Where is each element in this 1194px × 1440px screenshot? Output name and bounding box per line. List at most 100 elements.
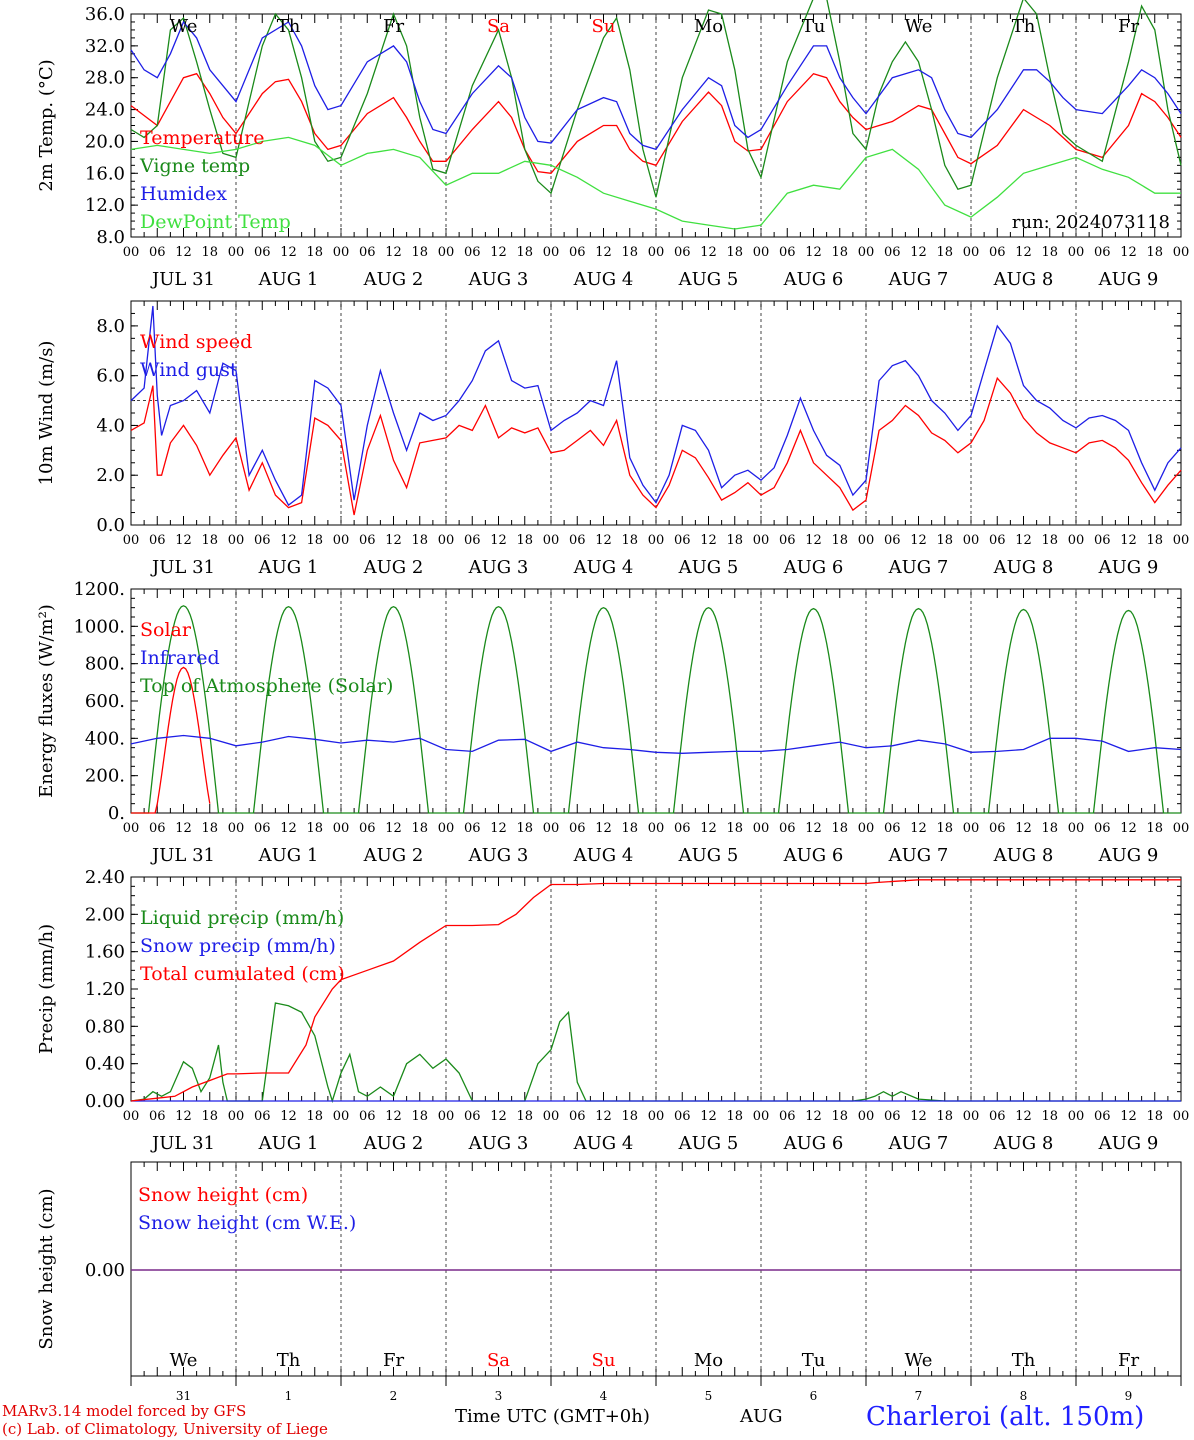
y-tick-label: 28.0 bbox=[85, 68, 125, 89]
hour-tick-label: 00 bbox=[228, 821, 245, 836]
date-label: AUG 7 bbox=[888, 1133, 949, 1154]
legend-entry: Vigne temp bbox=[139, 155, 250, 177]
hour-tick-label: 12 bbox=[175, 1109, 192, 1124]
hour-tick-label: 06 bbox=[359, 1109, 376, 1124]
hour-tick-label: 12 bbox=[490, 821, 507, 836]
hour-tick-label: 06 bbox=[359, 245, 376, 260]
y-tick-label: 8.0 bbox=[96, 316, 125, 337]
hour-tick-label: 00 bbox=[438, 1109, 455, 1124]
hour-tick-label: 12 bbox=[595, 245, 612, 260]
hour-tick-label: 00 bbox=[1068, 821, 1085, 836]
date-label: AUG 3 bbox=[468, 1133, 529, 1154]
hour-tick-label: 06 bbox=[149, 533, 166, 548]
panel-frame bbox=[130, 300, 1182, 526]
y-axis-label: 2m Temp. (°C) bbox=[36, 59, 57, 191]
legend-entry: Total cumulated (cm) bbox=[140, 963, 345, 985]
legend-entry: Solar bbox=[140, 619, 192, 641]
hour-tick-label: 06 bbox=[779, 245, 796, 260]
date-label: AUG 6 bbox=[783, 269, 844, 290]
hour-tick-label: 06 bbox=[254, 245, 271, 260]
day-name-label: We bbox=[170, 16, 198, 37]
hour-tick-label: 12 bbox=[280, 245, 297, 260]
date-label: AUG 9 bbox=[1098, 845, 1159, 866]
y-axis-label: 10m Wind (m/s) bbox=[36, 341, 57, 486]
hour-tick-label: 06 bbox=[779, 533, 796, 548]
hour-tick-label: 12 bbox=[1120, 245, 1137, 260]
legend-entry: Liquid precip (mm/h) bbox=[140, 907, 344, 929]
date-label: AUG 7 bbox=[888, 845, 949, 866]
date-label: AUG 8 bbox=[993, 845, 1054, 866]
hour-tick-label: 12 bbox=[595, 1109, 612, 1124]
y-tick-label: 1200. bbox=[73, 579, 125, 600]
day-number-label: 7 bbox=[915, 1389, 923, 1403]
hour-tick-label: 06 bbox=[1094, 1109, 1111, 1124]
date-label: JUL 31 bbox=[150, 269, 215, 290]
hour-tick-label: 18 bbox=[621, 533, 638, 548]
hour-tick-label: 00 bbox=[123, 821, 140, 836]
day-name-label: Th bbox=[1012, 1350, 1036, 1371]
date-label: AUG 9 bbox=[1098, 557, 1159, 578]
date-label: JUL 31 bbox=[150, 557, 215, 578]
y-tick-label: 32.0 bbox=[85, 36, 125, 57]
hour-tick-label: 00 bbox=[858, 533, 875, 548]
panel-2: 0.0 2.0 4.0 6.0 8.0 10m Wind (m/s) Wind speed W… bbox=[36, 300, 1189, 578]
panel-frame bbox=[130, 13, 1182, 238]
y-tick-label: 2.0 bbox=[96, 465, 125, 486]
hour-tick-label: 12 bbox=[490, 245, 507, 260]
hour-tick-label: 12 bbox=[805, 533, 822, 548]
hour-tick-label: 00 bbox=[753, 533, 770, 548]
legend-entry: Temperature bbox=[140, 127, 264, 149]
hour-tick-label: 12 bbox=[280, 1109, 297, 1124]
day-number-label: 1 bbox=[285, 1389, 293, 1403]
y-tick-label: 600. bbox=[85, 691, 125, 712]
hour-tick-label: 00 bbox=[333, 1109, 350, 1124]
hour-tick-label: 06 bbox=[254, 533, 271, 548]
day-name-label: Mo bbox=[694, 1350, 723, 1371]
hour-tick-label: 18 bbox=[1041, 821, 1058, 836]
hour-tick-label: 00 bbox=[543, 245, 560, 260]
panel-1: 8.0 12.0 16.0 20.0 24.0 28.0 32.0 36.0 2m Temp. … bbox=[36, 0, 1189, 290]
hour-tick-label: 18 bbox=[831, 533, 848, 548]
date-label: AUG 3 bbox=[468, 845, 529, 866]
hour-tick-label: 00 bbox=[963, 245, 980, 260]
hour-tick-label: 06 bbox=[569, 1109, 586, 1124]
hour-tick-label: 06 bbox=[779, 821, 796, 836]
hour-tick-label: 00 bbox=[648, 245, 665, 260]
hour-tick-label: 06 bbox=[464, 1109, 481, 1124]
hour-tick-label: 06 bbox=[884, 1109, 901, 1124]
hour-tick-label: 00 bbox=[648, 821, 665, 836]
hour-tick-label: 00 bbox=[753, 1109, 770, 1124]
hour-tick-label: 12 bbox=[175, 245, 192, 260]
y-axis-label: Snow height (cm) bbox=[36, 1188, 57, 1349]
hour-tick-label: 18 bbox=[516, 245, 533, 260]
hour-tick-label: 12 bbox=[280, 533, 297, 548]
model-credit: MARv3.14 model forced by GFS (c) Lab. of… bbox=[2, 1402, 328, 1438]
hour-tick-label: 00 bbox=[858, 1109, 875, 1124]
hour-tick-label: 06 bbox=[1094, 821, 1111, 836]
hour-tick-label: 06 bbox=[1094, 245, 1111, 260]
y-tick-label: 4.0 bbox=[96, 415, 125, 436]
hour-tick-label: 18 bbox=[831, 1109, 848, 1124]
hour-tick-label: 18 bbox=[516, 1109, 533, 1124]
hour-tick-label: 00 bbox=[1068, 1109, 1085, 1124]
station-name: Charleroi (alt. 150m) bbox=[866, 1402, 1145, 1432]
date-label: AUG 4 bbox=[573, 1133, 634, 1154]
hour-tick-label: 18 bbox=[831, 821, 848, 836]
hour-tick-label: 00 bbox=[438, 821, 455, 836]
hour-tick-label: 00 bbox=[543, 821, 560, 836]
hour-tick-label: 18 bbox=[411, 245, 428, 260]
hour-tick-label: 00 bbox=[858, 245, 875, 260]
day-number-label: 31 bbox=[176, 1389, 191, 1403]
y-tick-label: 0. bbox=[108, 803, 125, 824]
hour-tick-label: 12 bbox=[1015, 245, 1032, 260]
hour-tick-label: 18 bbox=[411, 821, 428, 836]
hour-tick-label: 00 bbox=[648, 1109, 665, 1124]
day-number-label: 8 bbox=[1020, 1389, 1028, 1403]
legend-entry: Wind speed bbox=[140, 331, 252, 353]
hour-tick-label: 12 bbox=[700, 533, 717, 548]
date-label: AUG 8 bbox=[993, 1133, 1054, 1154]
hour-tick-label: 00 bbox=[123, 533, 140, 548]
hour-tick-label: 06 bbox=[464, 533, 481, 548]
date-label: AUG 1 bbox=[258, 845, 319, 866]
panel-3: 0. 200. 400. 600. 800. 1000. 1200. Energy fluxe… bbox=[36, 579, 1189, 866]
